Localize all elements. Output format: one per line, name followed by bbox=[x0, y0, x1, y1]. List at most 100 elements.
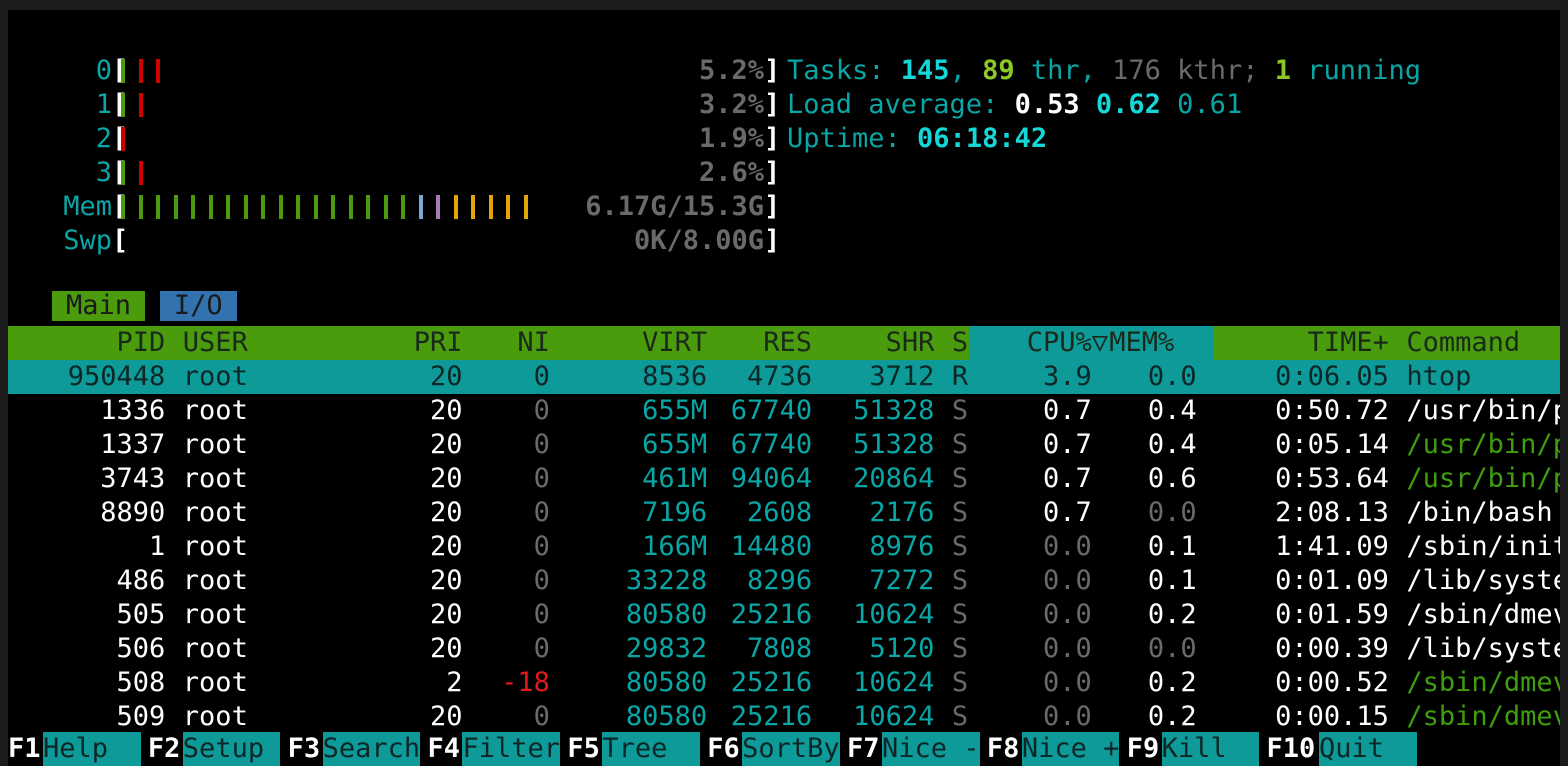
cell-time: 0:00.52 bbox=[1275, 667, 1389, 698]
swap-meter-label: Swp bbox=[63, 225, 112, 256]
cell-virt: 80580 bbox=[625, 667, 708, 698]
memory-meter-value: 6.17G/15.3G bbox=[585, 191, 764, 222]
cell-state: R bbox=[951, 361, 969, 392]
function-key-f7-label[interactable]: Nice - bbox=[882, 732, 980, 766]
cell-shr: 2176 bbox=[869, 497, 935, 528]
load-average-1min: 0.53 bbox=[1014, 89, 1080, 120]
table-row[interactable]: 509 root 20 0 80580 25216 10624 S 0.0 0.2 0:00.15 /… bbox=[8, 700, 1560, 734]
memory-meter-bar-segment bbox=[243, 195, 248, 219]
cell-res: 25216 bbox=[730, 701, 813, 732]
column-header-virt[interactable]: VIRT bbox=[642, 327, 708, 358]
cpu-meter-0-bracket-close: ] bbox=[764, 55, 781, 86]
cell-mem-percent: 0.1 bbox=[1147, 565, 1197, 596]
cell-virt: 655M bbox=[642, 395, 708, 426]
cell-time: 1:41.09 bbox=[1275, 531, 1389, 562]
function-key-f8-number[interactable]: F8 bbox=[986, 732, 1020, 766]
cell-mem-percent: 0.0 bbox=[1147, 633, 1197, 664]
cell-res: 25216 bbox=[730, 599, 813, 630]
function-key-f10-label[interactable]: Quit bbox=[1319, 732, 1417, 766]
cell-command: htop bbox=[1406, 361, 1472, 392]
cell-shr: 10624 bbox=[853, 701, 935, 732]
function-key-f10-number[interactable]: F10 bbox=[1266, 732, 1316, 766]
tab-io[interactable]: I/O bbox=[159, 291, 237, 321]
table-row[interactable]: 950448 root 20 0 8536 4736 3712 R 3.9 0.0 0:06.05 h… bbox=[8, 360, 1560, 394]
cell-user: root bbox=[182, 463, 248, 494]
memory-meter-bracket-close: ] bbox=[764, 191, 781, 222]
cell-mem-percent: 0.6 bbox=[1147, 463, 1197, 494]
function-key-bar[interactable]: F1 Help F2 Setup F3 Search F4 Filter F5 Tree F6… bbox=[8, 732, 1540, 766]
function-key-f4-number[interactable]: F4 bbox=[427, 732, 461, 766]
table-row[interactable]: 8890 root 20 0 7196 2608 2176 S 0.7 0.0 2:08.13/bi… bbox=[8, 496, 1560, 530]
function-key-f2-number[interactable]: F2 bbox=[147, 732, 181, 766]
memory-meter-bar-segment bbox=[261, 195, 265, 219]
cell-pri: 20 bbox=[429, 565, 463, 596]
cpu-meter-3-bar-segment bbox=[121, 161, 125, 185]
cell-cpu-percent: 0.0 bbox=[1042, 701, 1092, 732]
column-header-mem[interactable]: MEM% bbox=[1109, 327, 1175, 358]
function-key-f6-label[interactable]: SortBy bbox=[742, 732, 840, 766]
cell-time: 0:01.59 bbox=[1275, 599, 1389, 630]
column-header-user[interactable]: USER bbox=[182, 327, 248, 358]
column-header-state[interactable]: S bbox=[951, 327, 969, 358]
table-row[interactable]: 506 root 20 0 29832 7808 5120 S 0.0 0.0 0:00.39/li… bbox=[8, 632, 1560, 666]
cell-res: 2608 bbox=[747, 497, 813, 528]
load-average-5min: 0.62 bbox=[1095, 89, 1161, 120]
uptime-value: 06:18:42 bbox=[917, 123, 1048, 154]
sort-descending-icon[interactable]: ▽ bbox=[1091, 327, 1109, 358]
column-header-res[interactable]: RES bbox=[763, 327, 813, 358]
table-row[interactable]: 505 root 20 0 80580 25216 10624 S 0.0 0.2 0:01.59 /… bbox=[8, 598, 1560, 632]
cell-ni: 0 bbox=[533, 531, 550, 562]
column-header-cpu[interactable]: CPU% bbox=[1026, 327, 1092, 358]
cpu-meter-0-value: 5.2% bbox=[698, 55, 764, 86]
cell-ni: -18 bbox=[501, 667, 550, 698]
table-row[interactable]: 1 root 20 0 166M 14480 8976 S 0.0 0.1 1:41.09/sbin… bbox=[8, 530, 1560, 564]
cpu-meter-1-label: 1 bbox=[95, 89, 112, 120]
load-average-label: Load average: bbox=[787, 89, 1015, 120]
cell-pri: 20 bbox=[429, 531, 463, 562]
cell-shr: 5120 bbox=[869, 633, 935, 664]
cell-mem-percent: 0.0 bbox=[1147, 361, 1197, 392]
column-header-pid[interactable]: PID bbox=[116, 327, 166, 358]
column-header-shr[interactable]: SHR bbox=[885, 327, 935, 358]
function-key-f1-label[interactable]: Help bbox=[42, 732, 141, 766]
function-key-f1-number[interactable]: F1 bbox=[8, 732, 41, 766]
table-row[interactable]: 3743 root 20 0 461M 94064 20864 S 0.7 0.6 0:53.64 /… bbox=[8, 462, 1560, 496]
tasks-thread-count: 89 bbox=[982, 55, 1015, 86]
cell-res: 67740 bbox=[730, 395, 813, 426]
function-key-f2-label[interactable]: Setup bbox=[182, 732, 281, 766]
table-row[interactable]: 508 root 2 -18 80580 25216 10624 S 0.0 0.2 0:00.52… bbox=[8, 666, 1560, 700]
column-header-pri[interactable]: PRI bbox=[413, 327, 463, 358]
column-header-time[interactable]: TIME+ bbox=[1307, 327, 1389, 358]
cell-state: S bbox=[951, 667, 969, 698]
table-row[interactable]: 1337 root 20 0 655M 67740 51328 S 0.7 0.4 0:05.14 /… bbox=[8, 428, 1560, 462]
uptime-line: Uptime: 06:18:42 bbox=[787, 122, 1047, 156]
cell-command: /sbin/dmeventd -f bbox=[1406, 667, 1560, 698]
function-key-f3-number[interactable]: F3 bbox=[287, 732, 321, 766]
table-row[interactable]: 1336 root 20 0 655M 67740 51328 S 0.7 0.4 0:50.72 /… bbox=[8, 394, 1560, 428]
cell-time: 2:08.13 bbox=[1275, 497, 1389, 528]
function-key-f5-number[interactable]: F5 bbox=[567, 732, 600, 766]
tab-main[interactable]: Main bbox=[52, 291, 146, 321]
function-key-f4-label[interactable]: Filter bbox=[462, 732, 561, 766]
cell-pri: 20 bbox=[429, 429, 463, 460]
function-key-f6-number[interactable]: F6 bbox=[707, 732, 740, 766]
cell-cpu-percent: 0.7 bbox=[1042, 429, 1092, 460]
cell-time: 0:00.39 bbox=[1275, 633, 1389, 664]
memory-meter-bar-segment bbox=[278, 195, 283, 219]
cpu-meter-3-bar-segment bbox=[138, 161, 143, 185]
function-key-f8-label[interactable]: Nice + bbox=[1021, 732, 1120, 766]
swap-meter-bracket-close: ] bbox=[764, 225, 781, 256]
cell-pri: 20 bbox=[429, 395, 463, 426]
function-key-f9-number[interactable]: F9 bbox=[1126, 732, 1160, 766]
function-key-f3-label[interactable]: Search bbox=[322, 732, 421, 766]
cell-time: 0:00.15 bbox=[1275, 701, 1389, 732]
function-key-f9-label[interactable]: Kill bbox=[1161, 732, 1260, 766]
cell-user: root bbox=[182, 497, 248, 528]
cell-user: root bbox=[182, 599, 248, 630]
cell-command: /sbin/dmeventd -f bbox=[1406, 599, 1560, 630]
column-header-ni[interactable]: NI bbox=[517, 327, 550, 358]
function-key-f7-number[interactable]: F7 bbox=[847, 732, 880, 766]
function-key-f5-label[interactable]: Tree bbox=[602, 732, 700, 766]
column-header-command[interactable]: Command bbox=[1406, 327, 1521, 358]
table-row[interactable]: 486 root 20 0 33228 8296 7272 S 0.0 0.1 0:01.09/li… bbox=[8, 564, 1560, 598]
